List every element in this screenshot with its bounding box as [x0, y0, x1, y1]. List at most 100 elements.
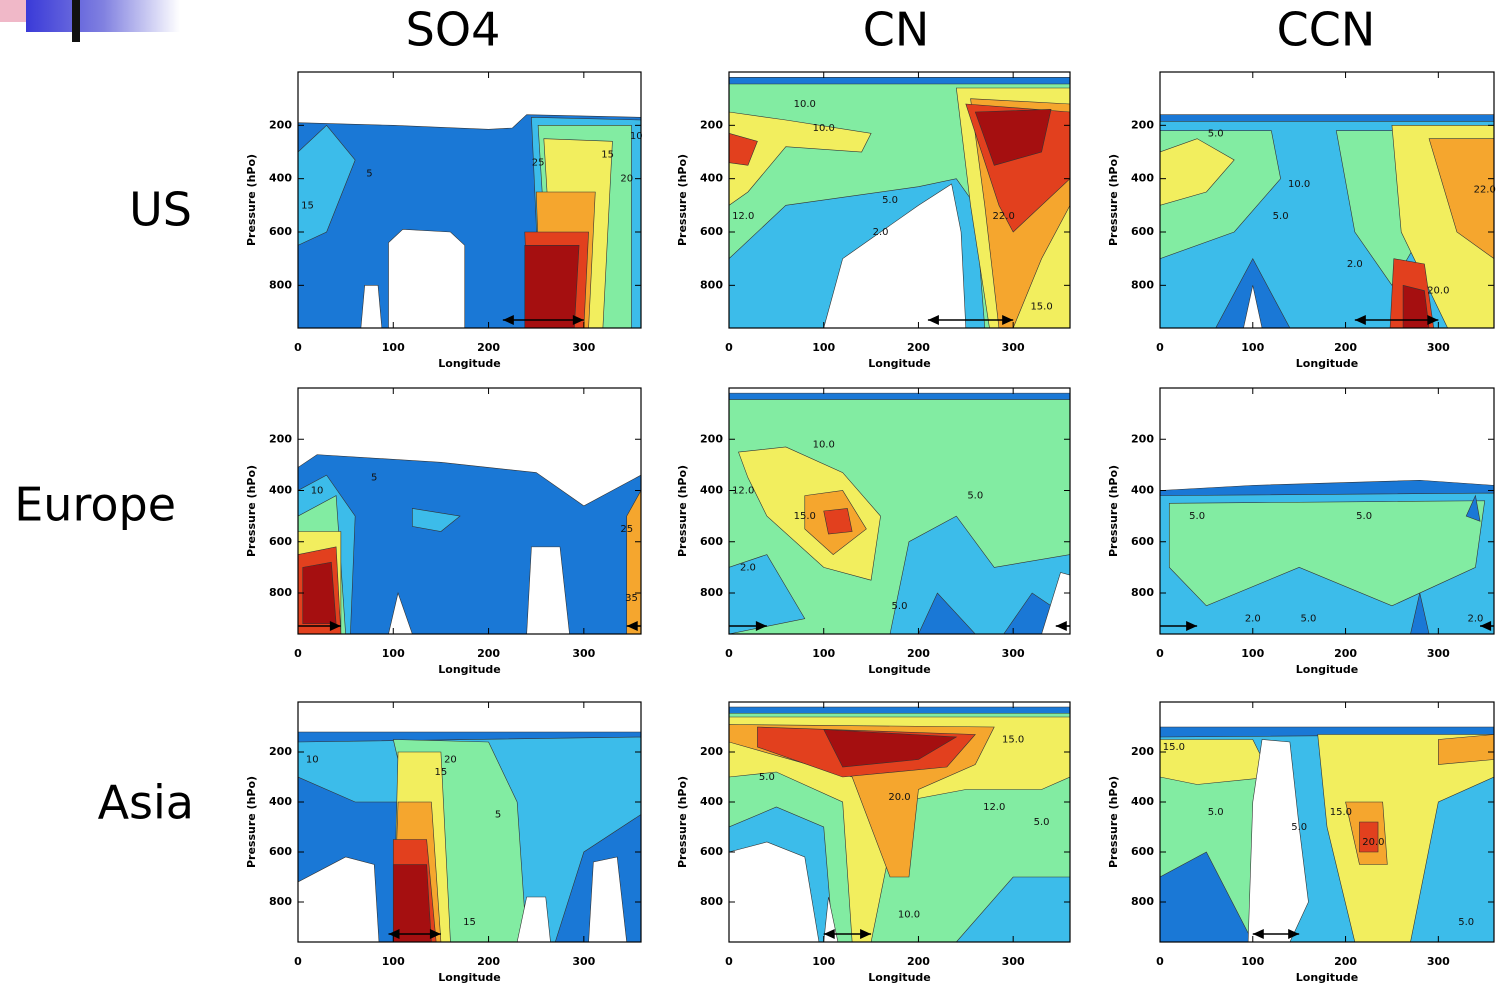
arrow-head — [755, 621, 767, 631]
y-tick-label: 400 — [700, 795, 723, 808]
contour-label: 5.0 — [1273, 211, 1289, 222]
x-tick-label: 100 — [1241, 647, 1264, 660]
contour-label: 5 — [366, 168, 372, 179]
y-tick-label: 600 — [1131, 845, 1154, 858]
x-tick-label: 100 — [812, 341, 835, 354]
contour-label: 5 — [495, 810, 501, 821]
y-tick-label: 400 — [1131, 172, 1154, 185]
y-tick-label: 600 — [269, 225, 292, 238]
contour-region — [1160, 138, 1235, 206]
contour-label: 5.0 — [1291, 822, 1307, 833]
contour-region — [298, 124, 356, 246]
contour-label: 2.0 — [1467, 614, 1483, 625]
contour-label: 5 — [371, 473, 377, 484]
contour-label: 10 — [630, 131, 643, 142]
y-tick-label: 600 — [1131, 535, 1154, 548]
contour-label: 22.0 — [993, 211, 1015, 222]
contour-region — [1160, 739, 1272, 785]
x-tick-label: 300 — [1002, 341, 1025, 354]
contour-label: 5.0 — [892, 601, 908, 612]
y-tick-label: 800 — [269, 586, 292, 599]
x-tick-label: 200 — [477, 341, 500, 354]
x-tick-label: 300 — [572, 647, 595, 660]
y-axis-label: Pressure (hPo) — [245, 154, 258, 246]
arrow-head — [329, 621, 341, 631]
arrow-head — [1002, 315, 1014, 325]
contour-region — [823, 729, 958, 768]
x-tick-label: 0 — [1156, 341, 1164, 354]
contour-label: 5.0 — [759, 772, 775, 783]
y-tick-label: 200 — [269, 432, 292, 445]
row-label: Europe — [14, 478, 176, 532]
plot-frame — [297, 71, 642, 329]
x-tick-label: 200 — [907, 955, 930, 968]
x-tick-label: 200 — [1334, 647, 1357, 660]
contour-region — [1359, 821, 1379, 853]
contour-label: 15.0 — [1330, 807, 1352, 818]
x-axis-label: Longitude — [1296, 971, 1358, 984]
contour-label: 10.0 — [813, 439, 835, 450]
contour-region — [1438, 734, 1494, 765]
contour-region — [412, 508, 461, 532]
x-tick-label: 300 — [572, 341, 595, 354]
y-axis-label: Pressure (hPo) — [1107, 465, 1120, 557]
x-tick-label: 200 — [907, 647, 930, 660]
contour-label: 12.0 — [732, 486, 754, 497]
arrow-head — [1055, 621, 1067, 631]
x-tick-label: 100 — [382, 647, 405, 660]
contour-region — [1465, 494, 1481, 522]
x-tick-label: 100 — [812, 955, 835, 968]
contour-label: 2.0 — [873, 227, 889, 238]
panel: 5.0 15.0 20.0 12.0 5.0 10.0 0 100 200 300 200 400 60… — [676, 701, 1071, 984]
y-axis-label: Pressure (hPo) — [1107, 154, 1120, 246]
contour-field — [298, 454, 641, 634]
panel: 15.0 5.0 5.0 15.0 20.0 5.0 0 100 200 300 200 400 600… — [1107, 701, 1495, 984]
panel: 10 5 25 35 0 100 200 300 200 400 600 800 Longitude Pr… — [245, 387, 642, 676]
contour-label: 2.0 — [740, 562, 756, 573]
y-tick-label: 200 — [700, 432, 723, 445]
contour-region — [1402, 284, 1430, 328]
contour-region — [588, 856, 628, 942]
y-tick-label: 200 — [700, 118, 723, 131]
contour-field — [298, 114, 641, 328]
y-tick-label: 600 — [1131, 225, 1154, 238]
x-tick-label: 100 — [1241, 341, 1264, 354]
arrow-head — [626, 621, 638, 631]
contour-region — [516, 896, 551, 942]
y-tick-label: 400 — [700, 172, 723, 185]
x-axis-label: Longitude — [1296, 663, 1358, 676]
contour-label: 5.0 — [1189, 511, 1205, 522]
contour-label: 5.0 — [1034, 817, 1050, 828]
contour-region — [823, 508, 853, 535]
x-axis-label: Longitude — [1296, 357, 1358, 370]
y-tick-label: 800 — [269, 278, 292, 291]
arrow-head — [1288, 929, 1300, 939]
arrow-head — [1480, 621, 1492, 631]
y-axis-label: Pressure (hPo) — [245, 776, 258, 868]
contour-label: 10 — [306, 755, 319, 766]
arrow-head — [927, 315, 939, 325]
contour-label: 10 — [311, 486, 324, 497]
contour-label: 5.0 — [1458, 917, 1474, 928]
logo-stem — [72, 0, 80, 42]
column-title: CCN — [1277, 3, 1376, 57]
plot-frame — [728, 387, 1071, 635]
y-tick-label: 600 — [269, 535, 292, 548]
contour-label: 25 — [620, 524, 633, 535]
y-tick-label: 400 — [700, 484, 723, 497]
contour-field — [729, 706, 1070, 942]
plot-frame — [1159, 71, 1495, 329]
x-axis-label: Longitude — [868, 357, 930, 370]
contour-label: 15.0 — [1163, 742, 1185, 753]
contour-region — [729, 716, 1070, 942]
column-title: SO4 — [406, 3, 501, 57]
x-tick-label: 100 — [812, 647, 835, 660]
x-tick-label: 300 — [1427, 955, 1450, 968]
contour-region — [360, 285, 383, 328]
contour-label: 10.0 — [898, 910, 920, 921]
y-tick-label: 800 — [1131, 895, 1154, 908]
x-axis-label: Longitude — [438, 357, 500, 370]
arrow-head — [860, 929, 872, 939]
